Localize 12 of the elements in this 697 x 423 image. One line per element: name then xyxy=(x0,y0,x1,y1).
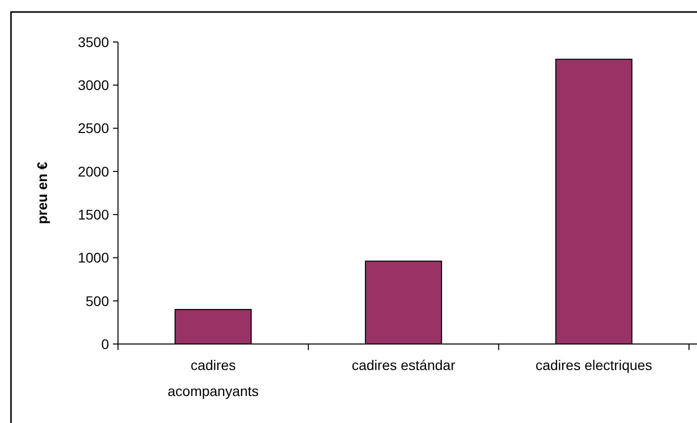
x-tick-label: cadires acompanyants xyxy=(168,357,259,399)
y-tick-label: 2500 xyxy=(78,120,110,136)
y-tick-label: 3500 xyxy=(78,34,110,50)
y-tick-label: 1000 xyxy=(78,250,110,266)
x-tick-label: cadires estándar xyxy=(352,357,456,373)
x-tick-label: cadires electriques xyxy=(535,357,652,373)
y-tick-label: 500 xyxy=(86,292,110,309)
y-tick-label: 0 xyxy=(101,336,110,352)
y-tick-label: 3000 xyxy=(78,77,110,94)
y-tick-label: 1500 xyxy=(78,206,110,222)
y-axis-title: preu en € xyxy=(34,162,50,224)
y-tick-label: 2000 xyxy=(78,163,110,180)
